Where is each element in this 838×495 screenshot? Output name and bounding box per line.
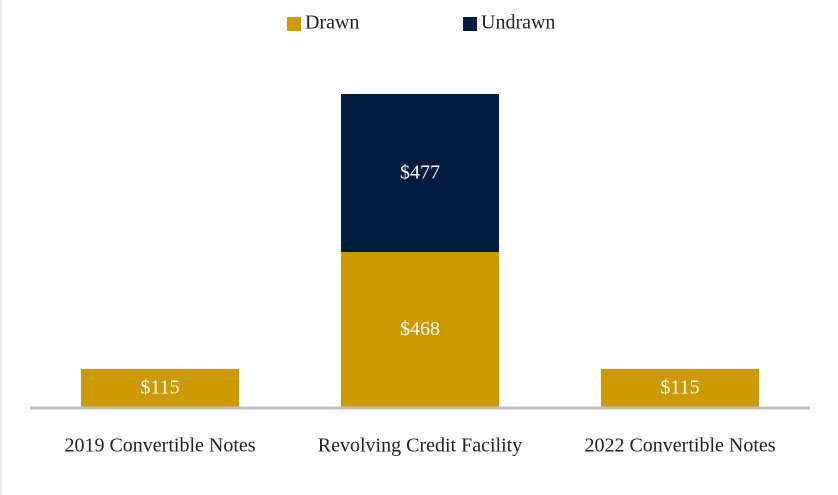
x-tick-label: 2019 Convertible Notes bbox=[64, 435, 255, 457]
bar-segment bbox=[81, 368, 239, 407]
legend-label: Undrawn bbox=[481, 12, 555, 34]
legend-swatch bbox=[287, 17, 301, 31]
value-label: $115 bbox=[140, 377, 179, 399]
x-tick-label: Revolving Credit Facility bbox=[318, 435, 522, 457]
x-tick-label: 2022 Convertible Notes bbox=[584, 435, 775, 457]
bar-segment bbox=[341, 251, 499, 407]
value-label: $115 bbox=[660, 377, 699, 399]
bar-segment bbox=[601, 368, 759, 407]
legend-swatch bbox=[463, 17, 477, 31]
bar-segment bbox=[341, 94, 499, 252]
value-label: $477 bbox=[400, 162, 440, 184]
value-label: $468 bbox=[400, 318, 440, 340]
legend-label: Drawn bbox=[305, 12, 359, 34]
